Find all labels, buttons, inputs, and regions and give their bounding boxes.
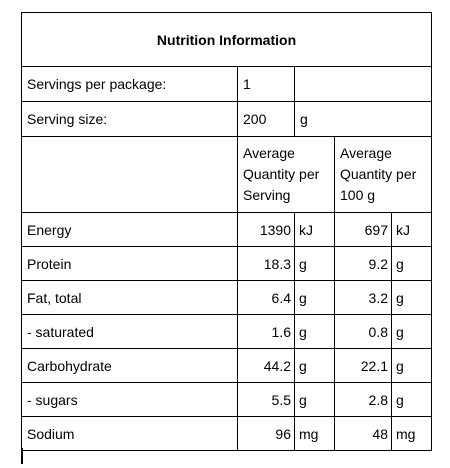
nutrient-name: Energy	[21, 212, 238, 247]
per-100g-value: 2.8	[334, 382, 392, 417]
per-serving-value: 5.5	[237, 382, 295, 417]
per-serving-unit: kJ	[294, 212, 335, 247]
per-serving-unit: mg	[294, 416, 335, 451]
table-row: Sodium 96 mg 48 mg	[21, 416, 433, 451]
column-header-row: Average Quantity per Serving Average Qua…	[21, 136, 433, 213]
nutrient-name: Fat, total	[21, 280, 238, 315]
per-serving-value: 1390	[237, 212, 295, 247]
per-serving-value: 6.4	[237, 280, 295, 315]
per-100g-unit: g	[390, 314, 433, 349]
table-row: Energy 1390 kJ 697 kJ	[21, 212, 433, 247]
per-100g-value: 48	[334, 416, 392, 451]
per-100g-value: 3.2	[334, 280, 392, 315]
column-header-per-100g: Average Quantity per 100 g	[333, 136, 433, 213]
table-row: - sugars 5.5 g 2.8 g	[21, 382, 433, 417]
table-row: Fat, total 6.4 g 3.2 g	[21, 280, 433, 315]
nutrient-name: Protein	[21, 246, 238, 281]
per-100g-value: 697	[334, 212, 392, 247]
table-title: Nutrition Information	[20, 12, 433, 67]
text-cursor	[21, 448, 23, 464]
nutrition-table: Nutrition Information Servings per packa…	[20, 12, 433, 451]
per-100g-unit: g	[390, 348, 433, 383]
per-serving-value: 44.2	[237, 348, 295, 383]
per-serving-unit: g	[294, 280, 335, 315]
servings-value: 1	[237, 66, 295, 102]
per-100g-unit: g	[390, 382, 433, 417]
serving-size-row: Serving size: 200 g	[21, 101, 433, 137]
nutrient-name: Carbohydrate	[21, 348, 238, 383]
per-serving-value: 1.6	[237, 314, 295, 349]
nutrient-name: - sugars	[21, 382, 238, 417]
per-serving-unit: g	[294, 382, 335, 417]
per-100g-unit: g	[390, 280, 433, 315]
serving-size-value: 200	[237, 101, 295, 137]
per-100g-unit: kJ	[390, 212, 433, 247]
per-serving-value: 18.3	[237, 246, 295, 281]
per-serving-value: 96	[237, 416, 295, 451]
column-header-per-serving: Average Quantity per Serving	[237, 136, 335, 213]
title-row: Nutrition Information	[20, 12, 433, 67]
nutrient-name: Sodium	[21, 416, 238, 451]
column-header-blank	[21, 136, 238, 213]
per-100g-value: 22.1	[334, 348, 392, 383]
serving-size-label: Serving size:	[21, 101, 238, 137]
servings-label: Servings per package:	[21, 66, 238, 102]
servings-row: Servings per package: 1	[21, 66, 433, 102]
serving-size-unit: g	[293, 101, 433, 137]
per-100g-value: 9.2	[334, 246, 392, 281]
per-100g-value: 0.8	[334, 314, 392, 349]
table-row: Protein 18.3 g 9.2 g	[21, 246, 433, 281]
per-100g-unit: g	[390, 246, 433, 281]
per-serving-unit: g	[294, 348, 335, 383]
per-serving-unit: g	[294, 246, 335, 281]
table-row: Carbohydrate 44.2 g 22.1 g	[21, 348, 433, 383]
per-serving-unit: g	[294, 314, 335, 349]
table-row: - saturated 1.6 g 0.8 g	[21, 314, 433, 349]
nutrient-name: - saturated	[21, 314, 238, 349]
servings-empty	[293, 66, 433, 102]
per-100g-unit: mg	[390, 416, 433, 451]
